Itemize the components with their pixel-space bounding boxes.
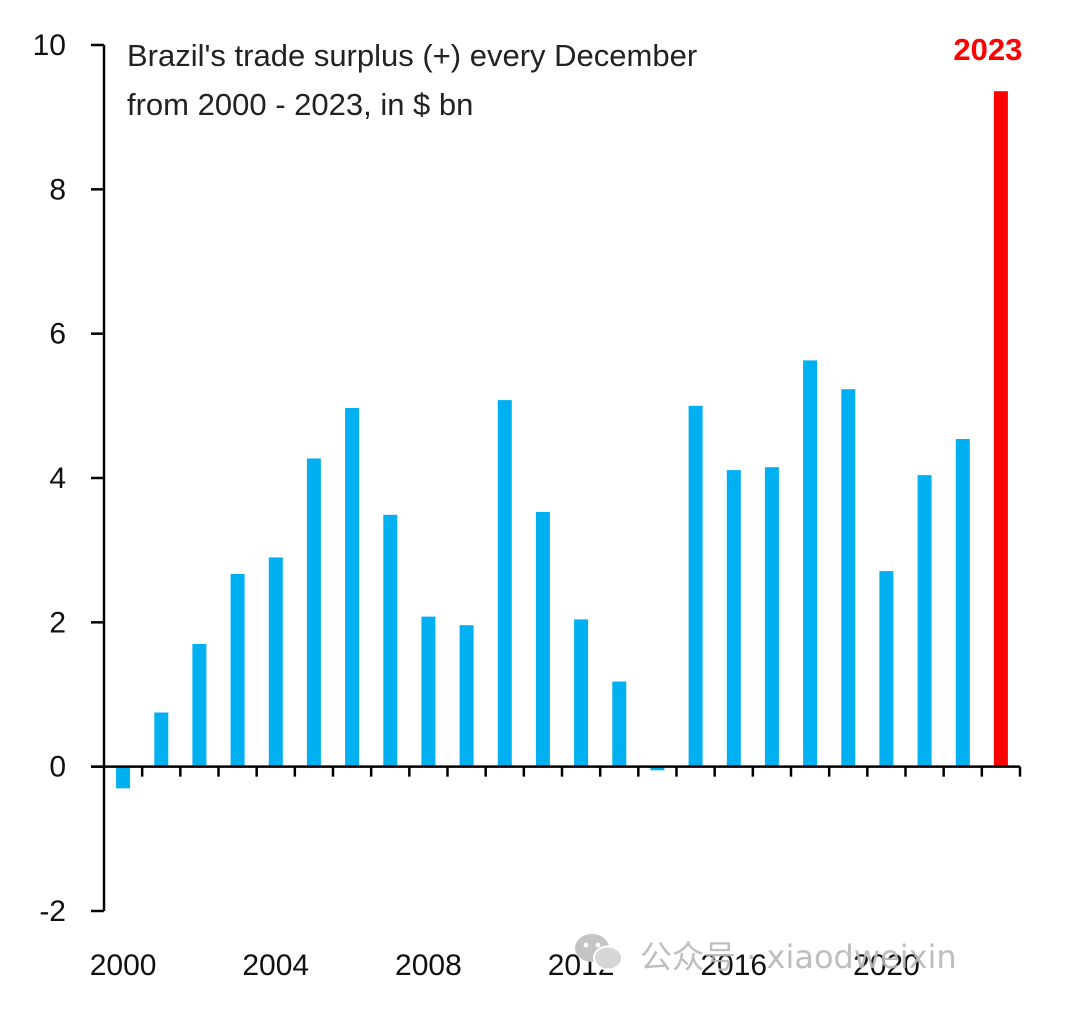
x-tick-label: 2016	[700, 949, 767, 982]
bar-2019	[841, 389, 856, 767]
bar-2008	[421, 616, 436, 767]
bar-2022	[955, 439, 970, 767]
bar-2006	[345, 408, 360, 767]
y-tick-label: 8	[49, 173, 66, 206]
bar-2007	[383, 514, 398, 767]
bar-2010	[497, 400, 512, 767]
chart-title-line-1: Brazil's trade surplus (+) every Decembe…	[127, 38, 697, 73]
bar-2020	[879, 571, 894, 767]
bar-2021	[917, 475, 932, 767]
watermark-text: 公众号 · xiaodweixin	[640, 938, 957, 976]
bar-2001	[154, 712, 169, 767]
y-tick-label: 0	[49, 751, 66, 784]
bar-2015	[688, 405, 703, 767]
bar-2017	[764, 467, 779, 767]
x-tick-label: 2004	[242, 949, 309, 982]
bar-2009	[459, 625, 474, 767]
y-tick-label: 2	[49, 606, 66, 639]
highlight-year-label: 2023	[953, 32, 1022, 67]
wechat-icon	[575, 934, 623, 971]
bar-2002	[192, 644, 207, 767]
bar-2016	[726, 470, 741, 767]
y-tick-label: 6	[49, 318, 66, 351]
bar-2018	[803, 360, 818, 767]
x-tick-label: 2000	[90, 949, 157, 982]
bar-2013	[612, 681, 627, 767]
y-tick-label: 4	[49, 462, 66, 495]
bar-2000	[116, 766, 131, 789]
bars	[116, 91, 1008, 789]
bar-2003	[230, 574, 245, 767]
y-tick-label: -2	[39, 895, 66, 928]
bar-2005	[306, 458, 321, 767]
bar-2011	[535, 511, 550, 767]
bar-2023	[993, 91, 1008, 767]
watermark: 公众号 · xiaodweixin	[575, 934, 957, 976]
y-tick-label: 10	[33, 29, 66, 62]
chart-title-line-2: from 2000 - 2023, in $ bn	[127, 87, 473, 122]
bar-2004	[268, 557, 283, 767]
x-tick-label: 2008	[395, 949, 462, 982]
bar-2012	[574, 619, 589, 767]
axes	[91, 43, 1022, 913]
x-tick-label: 2020	[853, 949, 920, 982]
bar-2014	[650, 766, 665, 771]
